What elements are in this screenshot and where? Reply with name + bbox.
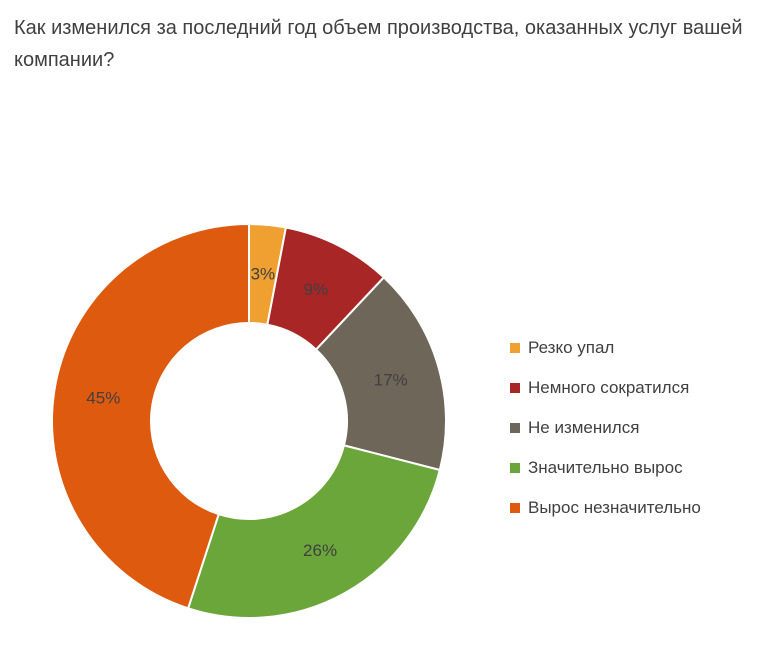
legend-swatch xyxy=(510,343,520,353)
slice-5 xyxy=(51,222,250,610)
legend-label: Немного сократился xyxy=(528,378,690,397)
chart-title: Как изменился за последний год объем про… xyxy=(14,17,743,71)
legend-swatch xyxy=(510,463,520,473)
legend-item: Вырос незначительно xyxy=(510,488,701,528)
legend-swatch xyxy=(510,503,520,513)
legend-label: Значительно вырос xyxy=(528,458,683,477)
legend-item: Значительно вырос xyxy=(510,448,701,488)
slice-label-4: 26% xyxy=(303,541,337,560)
slice-labels: 3% 9% 17% 26% 45% xyxy=(86,265,407,560)
slice-label-2: 9% xyxy=(304,280,329,299)
legend-item: Не изменился xyxy=(510,408,701,448)
slice-label-3: 17% xyxy=(374,370,408,389)
legend-label: Вырос незначительно xyxy=(528,498,701,517)
slice-label-1: 3% xyxy=(251,265,276,284)
legend-swatch xyxy=(510,383,520,393)
chart-legend: Резко упал Немного сократился Не изменился… xyxy=(510,328,701,528)
legend-item: Немного сократился xyxy=(510,368,701,408)
slice-4 xyxy=(186,444,442,619)
legend-item: Резко упал xyxy=(510,328,701,368)
slice-label-5: 45% xyxy=(86,388,120,407)
donut-slices xyxy=(51,222,447,619)
legend-label: Резко упал xyxy=(528,338,615,357)
legend-swatch xyxy=(510,423,520,433)
legend-label: Не изменился xyxy=(528,418,640,437)
slice-3 xyxy=(314,275,447,472)
